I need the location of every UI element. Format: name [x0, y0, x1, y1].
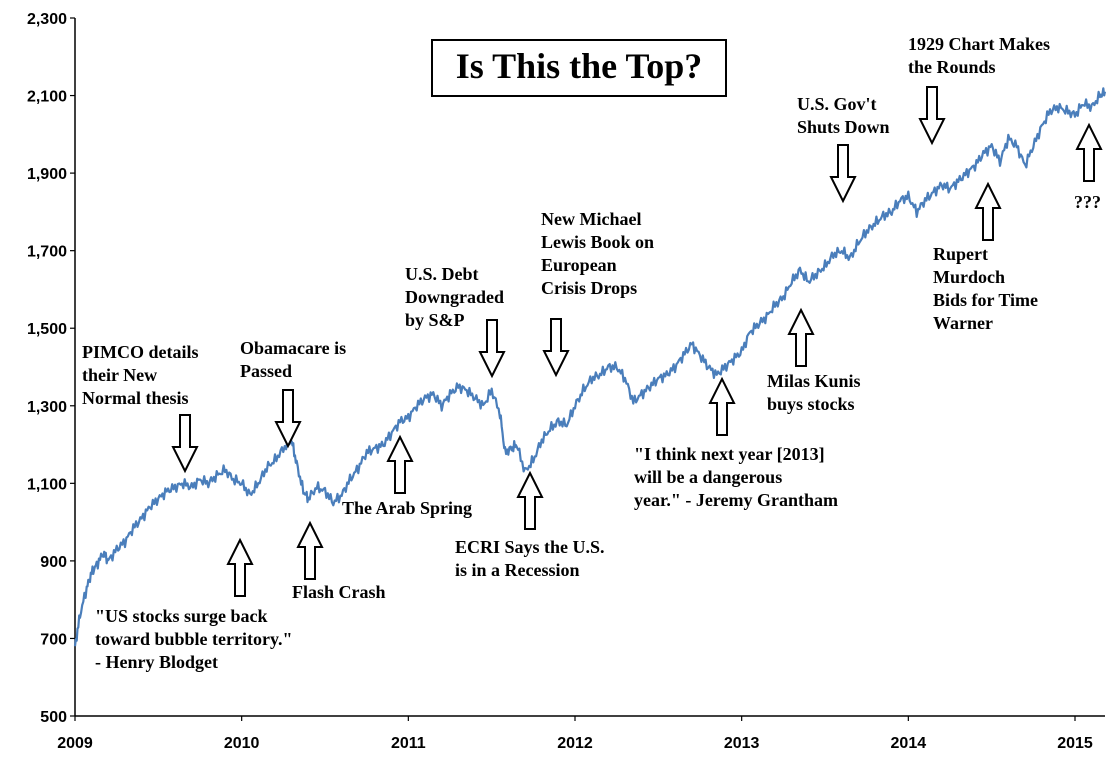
annotation-text: Normal thesis — [82, 388, 189, 408]
annotation-text: Warner — [933, 313, 993, 333]
arrow-down-icon — [274, 389, 302, 449]
x-tick-label: 2015 — [1057, 735, 1093, 752]
y-tick-label: 700 — [40, 631, 67, 648]
chart-title: Is This the Top? — [456, 46, 702, 86]
annotation-text: will be a dangerous — [634, 467, 782, 487]
annotation-grantham: "I think next year [2013] will be a dange… — [634, 376, 838, 510]
y-tick-label: 1,900 — [27, 166, 67, 183]
annotation-text: Flash Crash — [292, 582, 386, 602]
annotation-text: European — [541, 255, 617, 275]
arrow-up-icon — [386, 434, 414, 494]
y-tick-label: 1,700 — [27, 244, 67, 261]
arrow-up-icon — [708, 376, 736, 436]
x-tick-label: 2011 — [391, 735, 426, 752]
x-tick-group: 2009 2010 2011 2012 2013 2014 2015 — [57, 716, 1093, 752]
annotation-ecri: ECRI Says the U.S. is in a Recession — [455, 470, 605, 580]
arrow-up-icon — [226, 537, 254, 597]
annotation-text: by S&P — [405, 310, 465, 330]
annotation-debt-downgrade: U.S. Debt Downgraded by S&P — [405, 264, 506, 379]
x-tick-label: 2009 — [57, 735, 93, 752]
annotation-text: buys stocks — [767, 394, 855, 414]
annotation-flash-crash: Flash Crash — [292, 520, 386, 602]
arrow-down-icon — [918, 86, 946, 146]
annotation-text: U.S. Gov't — [797, 94, 877, 114]
annotation-text: ECRI Says the U.S. — [455, 537, 605, 557]
annotation-text: - Henry Blodget — [95, 652, 218, 672]
x-tick-label: 2010 — [224, 735, 260, 752]
title-box — [431, 39, 727, 97]
annotation-murdoch: Rupert Murdoch Bids for Time Warner — [933, 181, 1038, 333]
arrow-up-icon — [787, 307, 815, 367]
arrow-up-icon — [516, 470, 544, 530]
arrow-up-icon — [974, 181, 1002, 241]
arrow-down-icon — [829, 144, 857, 204]
annotation-chart-1929: 1929 Chart Makes the Rounds — [908, 34, 1050, 146]
annotation-text: their New — [82, 365, 157, 385]
annotation-text: "US stocks surge back — [95, 606, 268, 626]
arrow-down-icon — [478, 319, 506, 379]
annotation-text: Lewis Book on — [541, 232, 654, 252]
y-tick-group: 500 700 900 1,100 1,300 1,500 1,700 1,900 2,100 2… — [27, 11, 75, 726]
annotation-arab-spring: The Arab Spring — [342, 434, 472, 518]
annotation-shutdown: U.S. Gov't Shuts Down — [797, 94, 890, 204]
arrow-down-icon — [171, 414, 199, 474]
x-tick-label: 2014 — [891, 735, 927, 752]
annotation-lewis-book: New Michael Lewis Book on European Crisis D… — [541, 209, 654, 378]
y-tick-label: 2,300 — [27, 11, 67, 28]
annotation-text: "I think next year [2013] — [634, 444, 825, 464]
annotation-group: PIMCO details their New Normal thesis Obama… — [82, 34, 1103, 672]
annotation-text: U.S. Debt — [405, 264, 479, 284]
x-tick-label: 2013 — [724, 735, 760, 752]
annotation-text: year." - Jeremy Grantham — [634, 490, 838, 510]
annotation-question: ??? — [1074, 122, 1103, 212]
annotation-obamacare: Obamacare is Passed — [240, 338, 346, 449]
annotation-text: is in a Recession — [455, 560, 580, 580]
annotation-text: Rupert — [933, 244, 988, 264]
annotation-text: New Michael — [541, 209, 641, 229]
annotation-text: Downgraded — [405, 287, 504, 307]
y-tick-label: 1,500 — [27, 321, 67, 338]
y-tick-label: 1,100 — [27, 476, 67, 493]
annotation-text: Crisis Drops — [541, 278, 637, 298]
annotation-text: Murdoch — [933, 267, 1005, 287]
annotation-kunis: Milas Kunis buys stocks — [767, 307, 861, 414]
x-tick-label: 2012 — [557, 735, 593, 752]
arrow-up-icon — [296, 520, 324, 580]
annotation-text: Passed — [240, 361, 292, 381]
y-tick-label: 1,300 — [27, 399, 67, 416]
annotation-text: Milas Kunis — [767, 371, 861, 391]
annotation-text: ??? — [1074, 192, 1101, 212]
arrow-down-icon — [542, 318, 570, 378]
annotation-text: the Rounds — [908, 57, 996, 77]
annotation-blodget: "US stocks surge back toward bubble terri… — [95, 537, 292, 672]
annotation-text: Bids for Time — [933, 290, 1038, 310]
y-tick-label: 900 — [40, 554, 67, 571]
annotation-text: toward bubble territory." — [95, 629, 292, 649]
annotation-pimco: PIMCO details their New Normal thesis — [82, 342, 199, 474]
arrow-up-icon — [1075, 122, 1103, 182]
annotation-text: Shuts Down — [797, 117, 890, 137]
annotation-text: PIMCO details — [82, 342, 199, 362]
y-tick-label: 2,100 — [27, 89, 67, 106]
annotation-text: The Arab Spring — [342, 498, 472, 518]
annotation-text: Obamacare is — [240, 338, 346, 358]
y-tick-label: 500 — [40, 709, 67, 726]
series-line-sp500 — [73, 87, 1107, 647]
annotation-text: 1929 Chart Makes — [908, 34, 1050, 54]
